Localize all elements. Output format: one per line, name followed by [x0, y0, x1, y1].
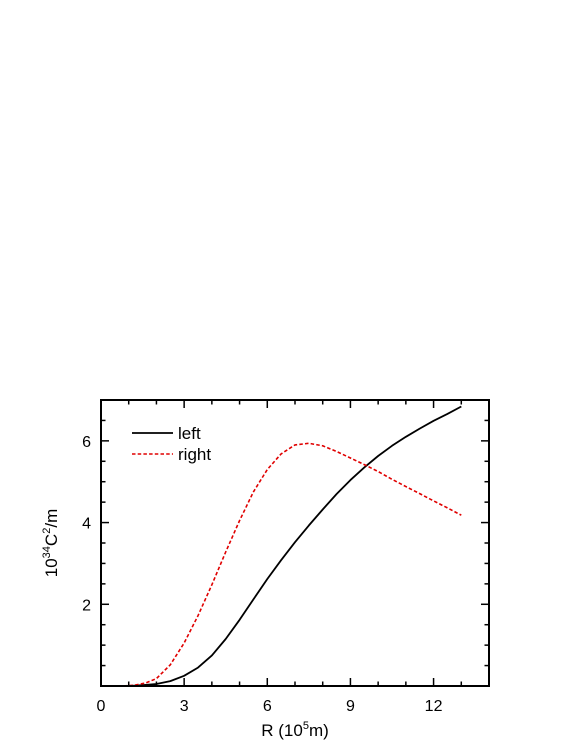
x-tick-label: 0: [97, 698, 106, 715]
x-axis-title: R (105m): [261, 720, 329, 740]
y-tick-label: 4: [82, 516, 91, 533]
x-tick-label: 3: [180, 698, 189, 715]
x-tick-label: 6: [263, 698, 272, 715]
legend-label-right: right: [178, 445, 211, 464]
series-line-left: [101, 405, 462, 687]
tick-labels: 0 3 6 9 12 2 4 6: [82, 434, 442, 715]
legend-label-left: left: [178, 424, 201, 443]
plot-frame: [100, 399, 490, 687]
series-layer: [101, 405, 462, 687]
legend: left right: [132, 424, 211, 464]
x-tick-label: 12: [425, 698, 443, 715]
y-axis-title: 1034C2/m: [41, 509, 61, 577]
y-tick-label: 6: [82, 434, 91, 451]
y-tick-label: 2: [82, 597, 91, 614]
x-tick-label: 9: [346, 698, 355, 715]
series-line-right: [101, 442, 462, 687]
